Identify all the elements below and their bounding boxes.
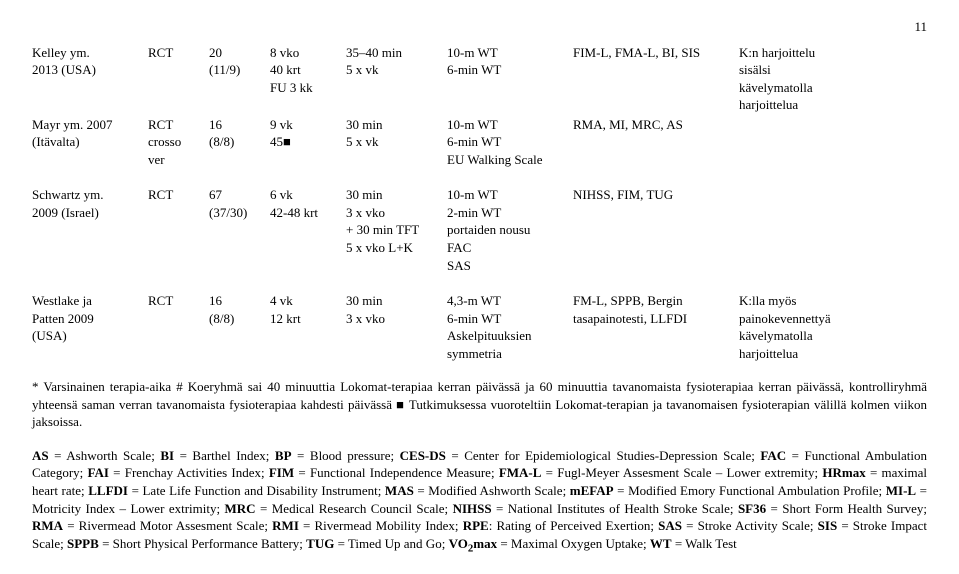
abbrev-def: = Modified Emory Functional Ambulation P… bbox=[614, 483, 886, 498]
table-row: Schwartz ym. 2009 (Israel)RCT67 (37/30)6… bbox=[32, 186, 927, 276]
spacer-row bbox=[32, 276, 927, 292]
abbrev-key: VO bbox=[449, 536, 468, 551]
cell: 10-m WT 6-min WT EU Walking Scale bbox=[447, 116, 573, 171]
table-footnote: * Varsinainen terapia-aika # Koeryhmä sa… bbox=[32, 378, 927, 431]
abbrev-key: AS bbox=[32, 448, 49, 463]
abbrev-key: BI bbox=[160, 448, 174, 463]
abbrev-def: = Maximal Oxygen Uptake; bbox=[497, 536, 650, 551]
abbrev-key: RMI bbox=[272, 518, 299, 533]
cell: 9 vk 45■ bbox=[270, 116, 346, 171]
cell: 10-m WT 2-min WT portaiden nousu FAC SAS bbox=[447, 186, 573, 276]
cell: RCT bbox=[148, 44, 209, 116]
abbrev-def: = Late Life Function and Disability Inst… bbox=[128, 483, 385, 498]
abbrev-def: = National Institutes of Health Stroke S… bbox=[492, 501, 738, 516]
cell: 10-m WT 6-min WT bbox=[447, 44, 573, 116]
cell: 30 min 5 x vk bbox=[346, 116, 447, 171]
abbrev-key: SIS bbox=[818, 518, 838, 533]
cell bbox=[739, 186, 927, 276]
cell: K:lla myös painokevennettyä kävelymatoll… bbox=[739, 292, 927, 364]
abbrev-key: FAC bbox=[760, 448, 786, 463]
table-row: Mayr ym. 2007 (Itävalta)RCT crosso ver16… bbox=[32, 116, 927, 171]
abbrev-def: = Blood pressure; bbox=[292, 448, 400, 463]
cell: 16 (8/8) bbox=[209, 292, 270, 364]
cell: Westlake ja Patten 2009 (USA) bbox=[32, 292, 148, 364]
spacer-row bbox=[32, 170, 927, 186]
table-row: Kelley ym. 2013 (USA)RCT20 (11/9)8 vko 4… bbox=[32, 44, 927, 116]
cell: RCT bbox=[148, 186, 209, 276]
abbrev-key: RPE bbox=[463, 518, 489, 533]
cell: K:n harjoittelu sisälsi kävelymatolla ha… bbox=[739, 44, 927, 116]
abbrev-key: CES-DS bbox=[400, 448, 446, 463]
cell: RMA, MI, MRC, AS bbox=[573, 116, 739, 171]
abbrev-def: : Rating of Perceived Exertion; bbox=[489, 518, 658, 533]
cell: 30 min 3 x vko + 30 min TFT 5 x vko L+K bbox=[346, 186, 447, 276]
abbrev-def: = Functional Independence Measure; bbox=[294, 465, 499, 480]
abbrev-key: SAS bbox=[658, 518, 682, 533]
abbrev-key: MRC bbox=[225, 501, 256, 516]
abbrev-key: MAS bbox=[385, 483, 414, 498]
cell: Kelley ym. 2013 (USA) bbox=[32, 44, 148, 116]
page-number: 11 bbox=[32, 18, 927, 36]
cell: 8 vko 40 krt FU 3 kk bbox=[270, 44, 346, 116]
abbrev-def: = Ashworth Scale; bbox=[49, 448, 161, 463]
cell: 4 vk 12 krt bbox=[270, 292, 346, 364]
cell: RCT bbox=[148, 292, 209, 364]
abbrev-def: = Modified Ashworth Scale; bbox=[414, 483, 570, 498]
abbrev-key: HRmax bbox=[822, 465, 865, 480]
abbrev-key: FMA-L bbox=[499, 465, 542, 480]
abbrev-key: MI-L bbox=[886, 483, 916, 498]
cell: 6 vk 42-48 krt bbox=[270, 186, 346, 276]
cell: FIM-L, FMA-L, BI, SIS bbox=[573, 44, 739, 116]
abbrev-def: = Center for Epidemiological Studies-Dep… bbox=[446, 448, 761, 463]
abbrev-def: = Fugl-Meyer Assesment Scale – Lower ext… bbox=[541, 465, 822, 480]
cell: 67 (37/30) bbox=[209, 186, 270, 276]
abbrev-key: FAI bbox=[88, 465, 109, 480]
cell: Schwartz ym. 2009 (Israel) bbox=[32, 186, 148, 276]
abbrev-key: RMA bbox=[32, 518, 63, 533]
abbrev-key: LLFDI bbox=[88, 483, 128, 498]
cell: 16 (8/8) bbox=[209, 116, 270, 171]
cell: 35–40 min 5 x vk bbox=[346, 44, 447, 116]
cell: 20 (11/9) bbox=[209, 44, 270, 116]
abbrev-key: SPPB bbox=[67, 536, 99, 551]
abbrev-def: = Barthel Index; bbox=[174, 448, 275, 463]
abbrev-def: = Medical Research Council Scale; bbox=[256, 501, 453, 516]
cell: 4,3-m WT 6-min WT Askelpituuksien symmet… bbox=[447, 292, 573, 364]
cell: RCT crosso ver bbox=[148, 116, 209, 171]
abbrev-key: max bbox=[473, 536, 497, 551]
cell: Mayr ym. 2007 (Itävalta) bbox=[32, 116, 148, 171]
abbrev-def: = Rivermead Mobility Index; bbox=[299, 518, 463, 533]
abbrev-def: = Stroke Activity Scale; bbox=[682, 518, 818, 533]
cell: NIHSS, FIM, TUG bbox=[573, 186, 739, 276]
cell bbox=[739, 116, 927, 171]
abbrev-def: = Timed Up and Go; bbox=[334, 536, 448, 551]
abbrev-def: = Walk Test bbox=[672, 536, 737, 551]
cell: 30 min 3 x vko bbox=[346, 292, 447, 364]
abbrev-key: NIHSS bbox=[453, 501, 492, 516]
abbrev-def: = Short Physical Performance Battery; bbox=[99, 536, 306, 551]
abbreviations: AS = Ashworth Scale; BI = Barthel Index;… bbox=[32, 447, 927, 556]
abbrev-key: SF36 bbox=[738, 501, 766, 516]
abbrev-key: BP bbox=[275, 448, 292, 463]
abbrev-key: FIM bbox=[269, 465, 294, 480]
abbrev-key: mEFAP bbox=[570, 483, 614, 498]
abbrev-key: TUG bbox=[306, 536, 334, 551]
cell: FM-L, SPPB, Bergin tasapainotesti, LLFDI bbox=[573, 292, 739, 364]
abbrev-def: = Rivermead Motor Assesment Scale; bbox=[63, 518, 272, 533]
abbrev-def: = Short Form Health Survey; bbox=[766, 501, 927, 516]
abbrev-key: WT bbox=[650, 536, 672, 551]
studies-table: Kelley ym. 2013 (USA)RCT20 (11/9)8 vko 4… bbox=[32, 44, 927, 365]
abbrev-def: = Frenchay Activities Index; bbox=[109, 465, 269, 480]
table-row: Westlake ja Patten 2009 (USA)RCT16 (8/8)… bbox=[32, 292, 927, 364]
